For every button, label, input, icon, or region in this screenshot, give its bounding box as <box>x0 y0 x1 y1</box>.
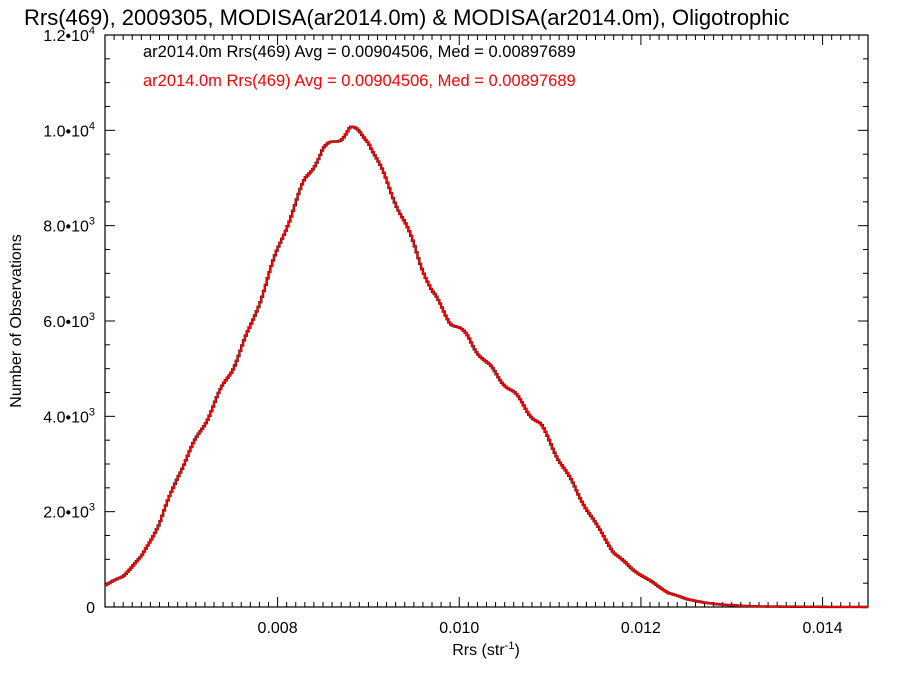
chart-title: Rrs(469), 2009305, MODISA(ar2014.0m) & M… <box>24 5 789 30</box>
x-axis-label: Rrs (str-1) <box>452 640 520 659</box>
x-tick-label: 0.012 <box>621 620 661 637</box>
y-tick-label: 2.0•103 <box>43 502 95 522</box>
y-tick-label: 1.0•104 <box>43 120 95 140</box>
series-line-2 <box>105 125 868 608</box>
x-tick-label: 0.008 <box>258 620 298 637</box>
y-tick-label: 8.0•103 <box>43 216 95 236</box>
y-tick-label: 4.0•103 <box>43 406 95 426</box>
y-tick-label: 1.2•104 <box>43 25 95 45</box>
legend-entry-1: ar2014.0m Rrs(469) Avg = 0.00904506, Med… <box>143 43 576 61</box>
y-axis-label: Number of Observations <box>8 234 25 407</box>
y-tick-label: 6.0•103 <box>43 311 95 331</box>
x-tick-label: 0.014 <box>803 620 843 637</box>
y-axis: 0 2.0•103 4.0•103 6.0•103 8.0•103 1.0•104 1.2•… <box>43 25 868 617</box>
x-axis: 0.008 0.010 0.012 0.014 <box>113 35 869 637</box>
series-layer <box>105 125 868 609</box>
x-tick-label: 0.010 <box>439 620 479 637</box>
y-tick-label: 0 <box>86 600 95 617</box>
legend-entry-2: ar2014.0m Rrs(469) Avg = 0.00904506, Med… <box>143 72 576 90</box>
legend: ar2014.0m Rrs(469) Avg = 0.00904506, Med… <box>143 43 576 90</box>
